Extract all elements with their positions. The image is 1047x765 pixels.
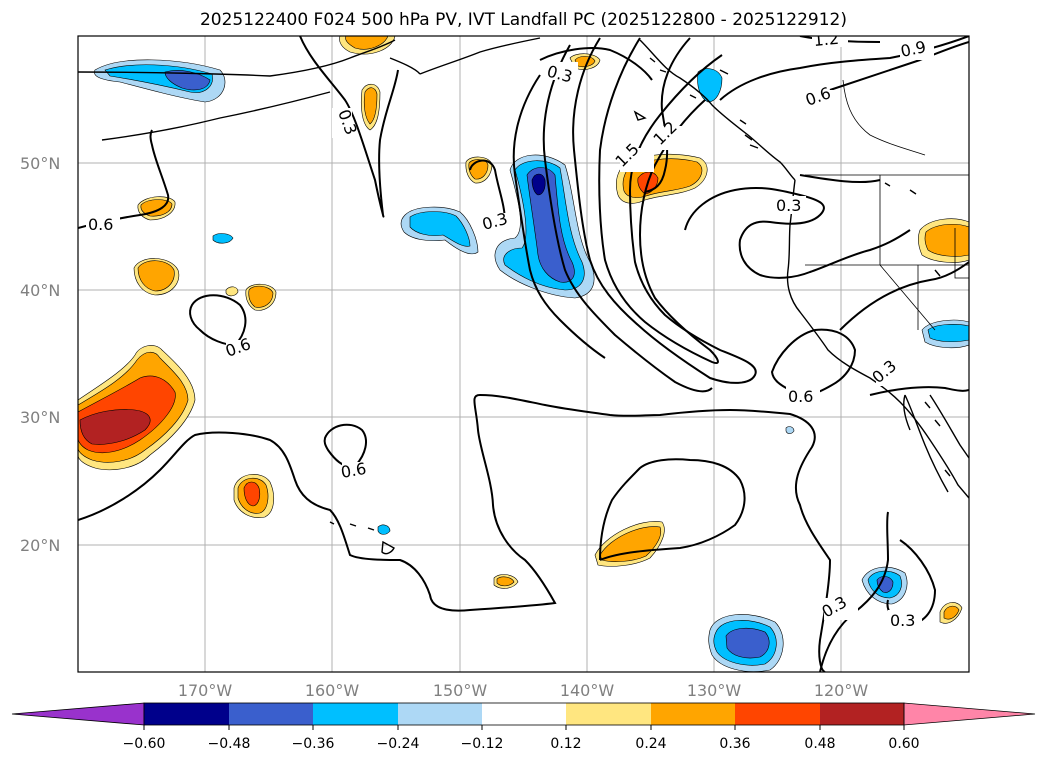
contour-0.3-nwcoast <box>799 174 881 184</box>
lon-label: 170°W <box>178 681 233 700</box>
contour-0.9 <box>829 41 969 91</box>
contour-label: 1.2 <box>813 29 840 50</box>
lon-label: 120°W <box>814 681 869 700</box>
map-canvas: 1.2 0.9 0.3 0.3 0.6 1.5 1.2 0.3 0.6 0.3 … <box>78 29 969 672</box>
contour-0.3-sw <box>869 386 969 396</box>
contour-0.3-south <box>819 511 890 672</box>
pv-fill-negative <box>94 59 969 672</box>
contour-jet-2 <box>542 44 713 393</box>
pv-contours <box>78 36 969 672</box>
lat-label: 30°N <box>20 408 60 427</box>
lat-label: 40°N <box>20 281 60 300</box>
colorbar-bin <box>820 703 904 725</box>
gridlines <box>78 36 969 672</box>
lat-labels: 50°N 40°N 30°N 20°N <box>20 154 60 555</box>
colorbar-bin <box>229 703 313 725</box>
contour-0.3-top-arc <box>539 47 653 81</box>
colorbar-tick-label: 0.36 <box>719 736 750 752</box>
colorbar-bin <box>735 703 820 725</box>
contour-0.6-west <box>78 129 170 229</box>
aleutian-chain <box>101 91 331 141</box>
contour-label: 0.9 <box>899 37 928 61</box>
se-alaska-bc-coast <box>639 39 796 181</box>
colorbar-tick-label: −0.24 <box>377 736 420 752</box>
island-chain-bits <box>633 57 951 477</box>
contour-0.3-central <box>78 393 832 672</box>
lon-label: 150°W <box>433 681 488 700</box>
colorbar-extend-high <box>903 702 1036 726</box>
pacific-nw-coast <box>786 179 969 499</box>
map-title: 2025122400 F024 500 hPa PV, IVT Landfall… <box>199 10 847 30</box>
neg-anomaly-alaska <box>697 68 723 103</box>
colorbar-bin <box>651 703 735 725</box>
colorbar-bin <box>144 703 229 725</box>
contour-jet-4 <box>598 37 719 364</box>
lat-label: 50°N <box>20 154 60 173</box>
colorbar-bin <box>566 703 651 725</box>
colorbar-tick-label: −0.48 <box>208 736 251 752</box>
colorbar-tick-labels: −0.60 −0.48 −0.36 −0.24 −0.12 0.12 0.24 … <box>123 736 920 752</box>
baja-peninsula <box>903 394 949 493</box>
colorbar-tick-label: 0.60 <box>888 736 919 752</box>
contour-0.3-mid <box>469 159 506 223</box>
contour-label: 0.3 <box>776 196 801 215</box>
hawaii-islands <box>329 521 395 555</box>
pv-fill-positive <box>78 36 969 624</box>
colorbar-tick-label: −0.36 <box>292 736 335 752</box>
lon-labels: 170°W 160°W 150°W 140°W 130°W 120°W <box>178 681 869 700</box>
contour-0.3-inner <box>599 458 746 561</box>
contour-jet-1 <box>512 74 606 359</box>
colorbar-extend-low <box>11 702 145 726</box>
state-borders <box>805 79 969 331</box>
contour-0.6-east <box>684 186 911 279</box>
lat-label: 20°N <box>20 536 60 555</box>
contour-0.3-north <box>299 36 399 218</box>
colorbar-tick-label: 0.12 <box>550 736 581 752</box>
colorbar-tick-label: 0.24 <box>635 736 666 752</box>
lon-label: 160°W <box>305 681 360 700</box>
lon-label: 140°W <box>560 681 615 700</box>
colorbar-ticks <box>143 725 905 730</box>
colorbar: −0.60 −0.48 −0.36 −0.24 −0.12 0.12 0.24 … <box>11 702 1036 752</box>
colorbar-bin <box>482 703 566 725</box>
colorbar-frame <box>143 702 905 726</box>
colorbar-tick-label: −0.60 <box>123 736 166 752</box>
colorbar-tick-label: −0.12 <box>461 736 504 752</box>
map-frame <box>77 35 970 673</box>
alaska-coast <box>78 39 396 77</box>
contour-0.6-east-lat38 <box>839 261 969 331</box>
contour-label: 0.6 <box>88 215 113 234</box>
alaska-peninsula <box>389 37 541 75</box>
colorbar-tick-label: 0.48 <box>804 736 835 752</box>
contour-labels: 1.2 0.9 0.3 0.3 0.6 1.5 1.2 0.3 0.6 0.3 … <box>86 29 934 630</box>
contour-jet-3 <box>572 37 757 384</box>
gulf-california-coast <box>929 394 969 459</box>
contour-label: 0.3 <box>890 611 915 630</box>
contour-label: 0.6 <box>788 387 813 406</box>
colorbar-bin <box>313 703 398 725</box>
lon-label: 130°W <box>687 681 742 700</box>
colorbar-bin <box>398 703 482 725</box>
coastlines <box>78 37 969 555</box>
contour-label: 0.6 <box>339 459 367 482</box>
